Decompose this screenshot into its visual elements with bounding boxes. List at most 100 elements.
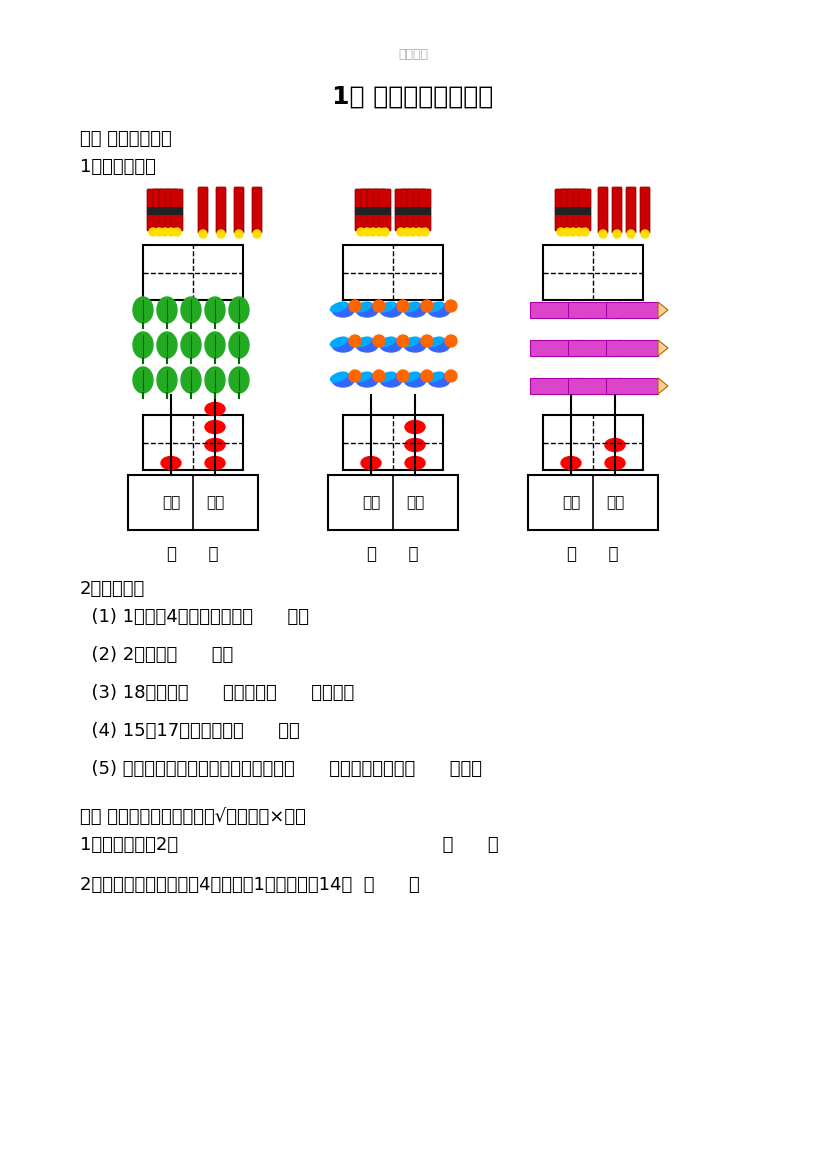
Circle shape <box>421 300 433 312</box>
Bar <box>143 415 243 470</box>
FancyBboxPatch shape <box>216 187 226 233</box>
Circle shape <box>627 230 635 238</box>
Circle shape <box>363 228 371 236</box>
Ellipse shape <box>404 303 426 317</box>
FancyBboxPatch shape <box>234 187 244 233</box>
Circle shape <box>421 228 429 236</box>
FancyBboxPatch shape <box>413 189 425 231</box>
Bar <box>328 475 458 530</box>
Ellipse shape <box>332 338 354 352</box>
Ellipse shape <box>402 372 420 382</box>
Circle shape <box>369 228 377 236</box>
Text: 1、看图写数。: 1、看图写数。 <box>80 158 156 177</box>
Text: （      ）: （ ） <box>368 545 419 563</box>
Ellipse shape <box>205 438 225 451</box>
Text: (2) 2个十是（      ）。: (2) 2个十是（ ）。 <box>80 646 233 664</box>
Ellipse shape <box>426 337 444 347</box>
Bar <box>606 340 658 357</box>
Bar <box>530 340 582 357</box>
Bar <box>543 245 643 300</box>
FancyBboxPatch shape <box>171 189 183 231</box>
Ellipse shape <box>378 302 396 312</box>
Ellipse shape <box>404 338 426 352</box>
Text: 个位: 个位 <box>406 494 424 510</box>
Circle shape <box>409 228 417 236</box>
FancyBboxPatch shape <box>555 189 567 231</box>
Polygon shape <box>658 378 668 394</box>
Ellipse shape <box>380 373 402 387</box>
Circle shape <box>161 228 169 236</box>
Ellipse shape <box>133 367 153 393</box>
Ellipse shape <box>405 438 425 451</box>
FancyBboxPatch shape <box>373 189 385 231</box>
FancyBboxPatch shape <box>361 189 373 231</box>
Polygon shape <box>582 340 592 357</box>
Bar <box>568 340 620 357</box>
Text: 精选范本: 精选范本 <box>398 48 428 61</box>
Text: 个位: 个位 <box>206 494 224 510</box>
Circle shape <box>149 228 157 236</box>
FancyBboxPatch shape <box>573 189 585 231</box>
Ellipse shape <box>332 303 354 317</box>
FancyBboxPatch shape <box>355 189 367 231</box>
Ellipse shape <box>405 457 425 470</box>
Text: 2、填一填。: 2、填一填。 <box>80 580 145 599</box>
Bar <box>530 302 582 318</box>
Ellipse shape <box>402 337 420 347</box>
FancyBboxPatch shape <box>561 189 573 231</box>
Ellipse shape <box>361 457 381 470</box>
FancyBboxPatch shape <box>612 187 622 233</box>
Circle shape <box>349 371 361 382</box>
Ellipse shape <box>157 297 177 323</box>
Text: 2、一个两位数，个位是4，十位是1，这个数是14。  （      ）: 2、一个两位数，个位是4，十位是1，这个数是14。 （ ） <box>80 876 420 894</box>
Text: 1、二十写作：2。                                              （      ）: 1、二十写作：2。 （ ） <box>80 836 499 855</box>
FancyBboxPatch shape <box>147 189 159 231</box>
Circle shape <box>581 228 589 236</box>
Circle shape <box>445 300 457 312</box>
Circle shape <box>375 228 383 236</box>
Ellipse shape <box>380 303 402 317</box>
Text: 十位: 十位 <box>162 494 180 510</box>
Ellipse shape <box>378 372 396 382</box>
Ellipse shape <box>181 332 201 358</box>
Bar <box>530 378 582 394</box>
Text: (3) 18里面有（      ）个十和（      ）个一。: (3) 18里面有（ ）个十和（ ）个一。 <box>80 684 354 703</box>
Ellipse shape <box>405 421 425 434</box>
Circle shape <box>373 371 385 382</box>
Circle shape <box>563 228 571 236</box>
Circle shape <box>421 336 433 347</box>
Circle shape <box>403 228 411 236</box>
Ellipse shape <box>181 367 201 393</box>
Ellipse shape <box>605 457 625 470</box>
Circle shape <box>373 300 385 312</box>
Circle shape <box>167 228 175 236</box>
Ellipse shape <box>428 303 450 317</box>
FancyBboxPatch shape <box>395 189 407 231</box>
FancyBboxPatch shape <box>379 189 391 231</box>
Ellipse shape <box>205 367 225 393</box>
Ellipse shape <box>356 373 378 387</box>
Text: (1) 1个十和4个一合起来是（      ）。: (1) 1个十和4个一合起来是（ ）。 <box>80 608 309 627</box>
Bar <box>343 245 443 300</box>
Bar <box>147 207 183 215</box>
Text: 十位: 十位 <box>362 494 380 510</box>
Bar <box>128 475 258 530</box>
Ellipse shape <box>428 373 450 387</box>
Text: 一、 我能填得对。: 一、 我能填得对。 <box>80 130 172 148</box>
Ellipse shape <box>157 332 177 358</box>
Bar <box>568 302 620 318</box>
Bar <box>528 475 658 530</box>
FancyBboxPatch shape <box>367 189 379 231</box>
FancyBboxPatch shape <box>626 187 636 233</box>
Ellipse shape <box>133 332 153 358</box>
Text: (4) 15和17中间的数是（      ）。: (4) 15和17中间的数是（ ）。 <box>80 722 300 740</box>
Ellipse shape <box>380 338 402 352</box>
Ellipse shape <box>205 297 225 323</box>
Circle shape <box>173 228 181 236</box>
Circle shape <box>155 228 163 236</box>
Circle shape <box>373 336 385 347</box>
Text: 1、 数数、读数和写数: 1、 数数、读数和写数 <box>332 85 494 109</box>
Text: 个位: 个位 <box>606 494 624 510</box>
FancyBboxPatch shape <box>579 189 591 231</box>
Circle shape <box>445 371 457 382</box>
